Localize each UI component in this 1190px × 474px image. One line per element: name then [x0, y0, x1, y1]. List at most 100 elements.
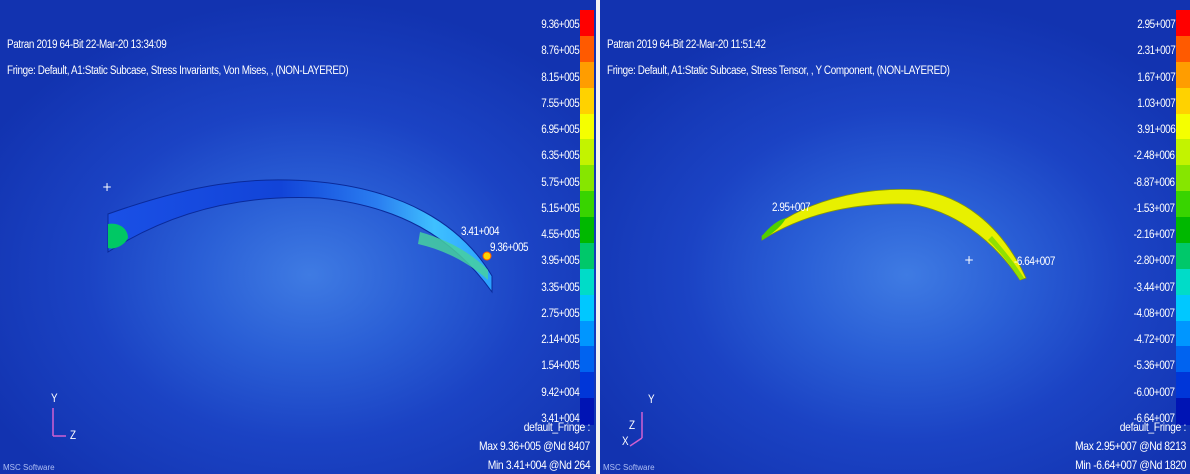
spectrum-segment [1176, 87, 1190, 114]
max-value-label: 9.36+005 [490, 242, 529, 254]
spectrum-tick-label: 5.15+005 [540, 202, 580, 215]
spectrum-segment [1176, 372, 1190, 399]
spectrum-tick-label: 2.95+007 [1136, 19, 1176, 31]
fringe-min: Min 3.41+004 @Nd 264 [487, 458, 590, 472]
spectrum-segment [1176, 294, 1190, 321]
spectrum-segment [580, 139, 594, 166]
spectrum-segment [1176, 113, 1190, 140]
spectrum-segment [1176, 242, 1190, 270]
spectrum-tick-label: -4.72+007 [1134, 334, 1175, 347]
spectrum-tick-label: -2.80+007 [1134, 255, 1175, 268]
spectrum-tick-label: 9.36+005 [540, 19, 580, 31]
model-layer: + [52, 179, 493, 437]
spectrum-tick-label: 2.75+005 [540, 307, 580, 320]
spectrum-segment [580, 372, 594, 399]
fringe-max: Max 9.36+005 @Nd 8407 [479, 439, 590, 453]
spectrum-tick-label: -1.53+007 [1134, 202, 1175, 215]
msc-logo: MSC Software [3, 463, 55, 472]
axis-z-label: Z [629, 420, 635, 432]
viewport-title: Patran 2019 64-Bit 22-Mar-20 13:34:09 [7, 39, 167, 51]
fringe-description: Fringe: Default, A1:Static Subcase, Stre… [607, 65, 950, 77]
spectrum-segment [1176, 165, 1190, 192]
viewport-divider [596, 0, 600, 474]
arch-beam-mesh [761, 189, 1027, 281]
spectrum-segment [580, 242, 594, 270]
left-viewport[interactable]: Patran 2019 64-Bit 22-Mar-20 13:34:09 Fr… [0, 0, 596, 474]
spectrum-segment [1176, 268, 1190, 296]
spectrum-segment [580, 346, 594, 373]
spectrum-tick-label: 8.15+005 [540, 71, 580, 84]
model-layer: + [629, 189, 1027, 447]
spectrum-tick-label: 2.14+005 [540, 334, 580, 347]
min-value-label: -6.64+007 [1014, 256, 1055, 268]
origin-marker: + [102, 180, 112, 194]
spectrum-segment [580, 165, 594, 192]
spectrum-tick-label: 6.35+005 [540, 150, 580, 163]
fringe-title: default_Fringe : [523, 420, 591, 434]
spectrum-segment [1176, 191, 1190, 218]
spectrum-tick-label: -2.48+006 [1134, 150, 1175, 163]
stress-band-green-right [988, 236, 1024, 280]
spectrum-segment [1176, 139, 1190, 166]
fringe-title: default_Fringe : [1119, 420, 1187, 434]
spectrum-tick-label: -4.08+007 [1134, 307, 1175, 320]
viewport-title: Patran 2019 64-Bit 22-Mar-20 11:51:42 [607, 39, 766, 51]
spectrum-tick-label: 8.76+005 [540, 45, 580, 58]
spectrum-segment [580, 217, 594, 244]
spectrum-tick-label: -8.87+006 [1134, 176, 1175, 189]
stress-band-green [762, 218, 786, 240]
spectrum-tick-label: -3.44+007 [1134, 281, 1175, 294]
spectrum-segment [580, 113, 594, 140]
spectrum-tick-label: 1.67+007 [1136, 71, 1176, 84]
stress-hotspot-right [418, 232, 488, 280]
spectrum-segment [580, 61, 594, 89]
spectrum-segment [1176, 35, 1190, 63]
right-viewport[interactable]: Patran 2019 64-Bit 22-Mar-20 11:51:42 Fr… [600, 0, 1190, 474]
spectrum-tick-label: 3.35+005 [540, 281, 580, 294]
hotspot-max [482, 251, 492, 261]
spectrum-tick-label: 1.03+007 [1136, 97, 1176, 110]
spectrum-tick-label: -5.36+007 [1134, 360, 1175, 373]
max-value-label: 2.95+007 [772, 202, 811, 214]
spectrum-segment [1176, 61, 1190, 89]
fringe-max: Max 2.95+007 @Nd 8213 [1075, 439, 1186, 453]
origin-marker: + [964, 253, 974, 267]
spectrum-tick-label: -6.64+007 [1134, 413, 1175, 425]
spectrum-tick-label: 3.95+005 [540, 255, 580, 268]
axis-y-label: Y [51, 393, 58, 405]
axis-z-label: Z [70, 430, 76, 442]
spectrum-segment [580, 268, 594, 296]
spectrum-tick-label: 5.75+005 [540, 176, 580, 189]
spectrum-tick-label: 9.42+004 [540, 386, 580, 399]
spectrum-bar [580, 10, 594, 425]
spectrum-segment [580, 35, 594, 63]
spectrum-bar [1176, 10, 1190, 425]
spectrum-segment [580, 87, 594, 114]
axis-y-label: Y [648, 394, 655, 406]
arch-beam-mesh [107, 179, 493, 294]
spectrum-segment [580, 320, 594, 347]
spectrum-segment [1176, 398, 1190, 425]
spectrum-segment [580, 398, 594, 425]
spectrum-tick-label: 4.55+005 [540, 229, 580, 242]
fringe-description: Fringe: Default, A1:Static Subcase, Stre… [7, 65, 349, 77]
spectrum-tick-label: 3.91+006 [1136, 124, 1176, 137]
spectrum-segment [1176, 346, 1190, 373]
spectrum-segment [1176, 10, 1190, 37]
spectrum-tick-label: 1.54+005 [540, 360, 580, 373]
spectrum-tick-label: 7.55+005 [540, 97, 580, 110]
spectrum-tick-label: 3.41+004 [540, 413, 580, 425]
spectrum-segment [1176, 217, 1190, 244]
axis-x-label: X [622, 436, 629, 448]
spectrum-tick-label: 6.95+005 [540, 124, 580, 137]
fringe-min: Min -6.64+007 @Nd 1820 [1074, 458, 1186, 472]
spectrum-segment [1176, 320, 1190, 347]
spectrum-tick-label: -2.16+007 [1134, 229, 1175, 242]
spectrum-segment [580, 191, 594, 218]
stress-hotspot-left [108, 223, 128, 249]
min-value-label: 3.41+004 [461, 226, 500, 238]
spectrum-tick-label: -6.00+007 [1134, 386, 1175, 399]
msc-logo: MSC Software [603, 463, 655, 472]
spectrum-tick-label: 2.31+007 [1136, 45, 1176, 58]
spectrum-segment [580, 294, 594, 321]
